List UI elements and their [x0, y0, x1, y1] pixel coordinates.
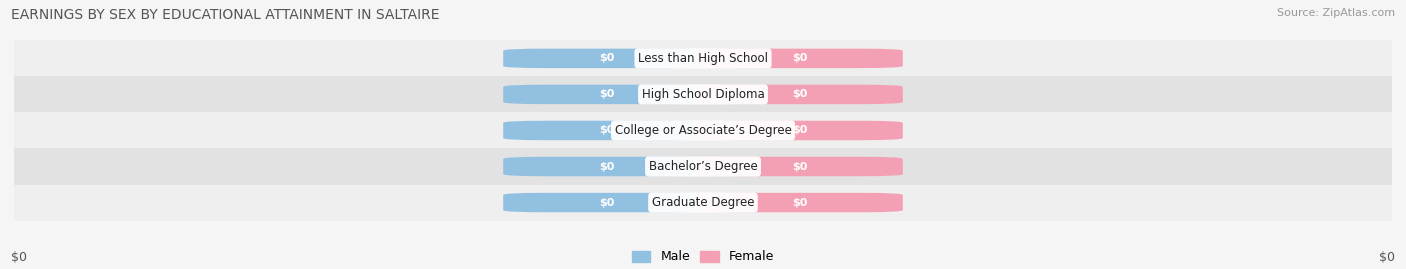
FancyBboxPatch shape	[696, 193, 903, 212]
Text: EARNINGS BY SEX BY EDUCATIONAL ATTAINMENT IN SALTAIRE: EARNINGS BY SEX BY EDUCATIONAL ATTAINMEN…	[11, 8, 440, 22]
Text: $0: $0	[599, 53, 614, 63]
FancyBboxPatch shape	[14, 76, 1392, 112]
FancyBboxPatch shape	[696, 85, 903, 104]
Text: $0: $0	[599, 161, 614, 172]
FancyBboxPatch shape	[503, 121, 710, 140]
Text: $0: $0	[792, 53, 807, 63]
Text: $0: $0	[792, 197, 807, 208]
FancyBboxPatch shape	[14, 148, 1392, 185]
FancyBboxPatch shape	[503, 49, 710, 68]
Text: $0: $0	[599, 89, 614, 100]
Text: College or Associate’s Degree: College or Associate’s Degree	[614, 124, 792, 137]
Text: $0: $0	[792, 125, 807, 136]
Text: $0: $0	[599, 197, 614, 208]
FancyBboxPatch shape	[14, 40, 1392, 76]
FancyBboxPatch shape	[503, 85, 710, 104]
Text: $0: $0	[1379, 251, 1395, 264]
FancyBboxPatch shape	[503, 193, 710, 212]
FancyBboxPatch shape	[696, 157, 903, 176]
Text: Graduate Degree: Graduate Degree	[652, 196, 754, 209]
Text: $0: $0	[11, 251, 27, 264]
FancyBboxPatch shape	[503, 157, 710, 176]
Text: Source: ZipAtlas.com: Source: ZipAtlas.com	[1277, 8, 1395, 18]
Text: $0: $0	[792, 89, 807, 100]
Text: Less than High School: Less than High School	[638, 52, 768, 65]
Text: $0: $0	[599, 125, 614, 136]
Text: High School Diploma: High School Diploma	[641, 88, 765, 101]
FancyBboxPatch shape	[14, 112, 1392, 148]
Text: $0: $0	[792, 161, 807, 172]
FancyBboxPatch shape	[696, 121, 903, 140]
Legend: Male, Female: Male, Female	[627, 245, 779, 268]
Text: Bachelor’s Degree: Bachelor’s Degree	[648, 160, 758, 173]
FancyBboxPatch shape	[14, 185, 1392, 221]
FancyBboxPatch shape	[696, 49, 903, 68]
